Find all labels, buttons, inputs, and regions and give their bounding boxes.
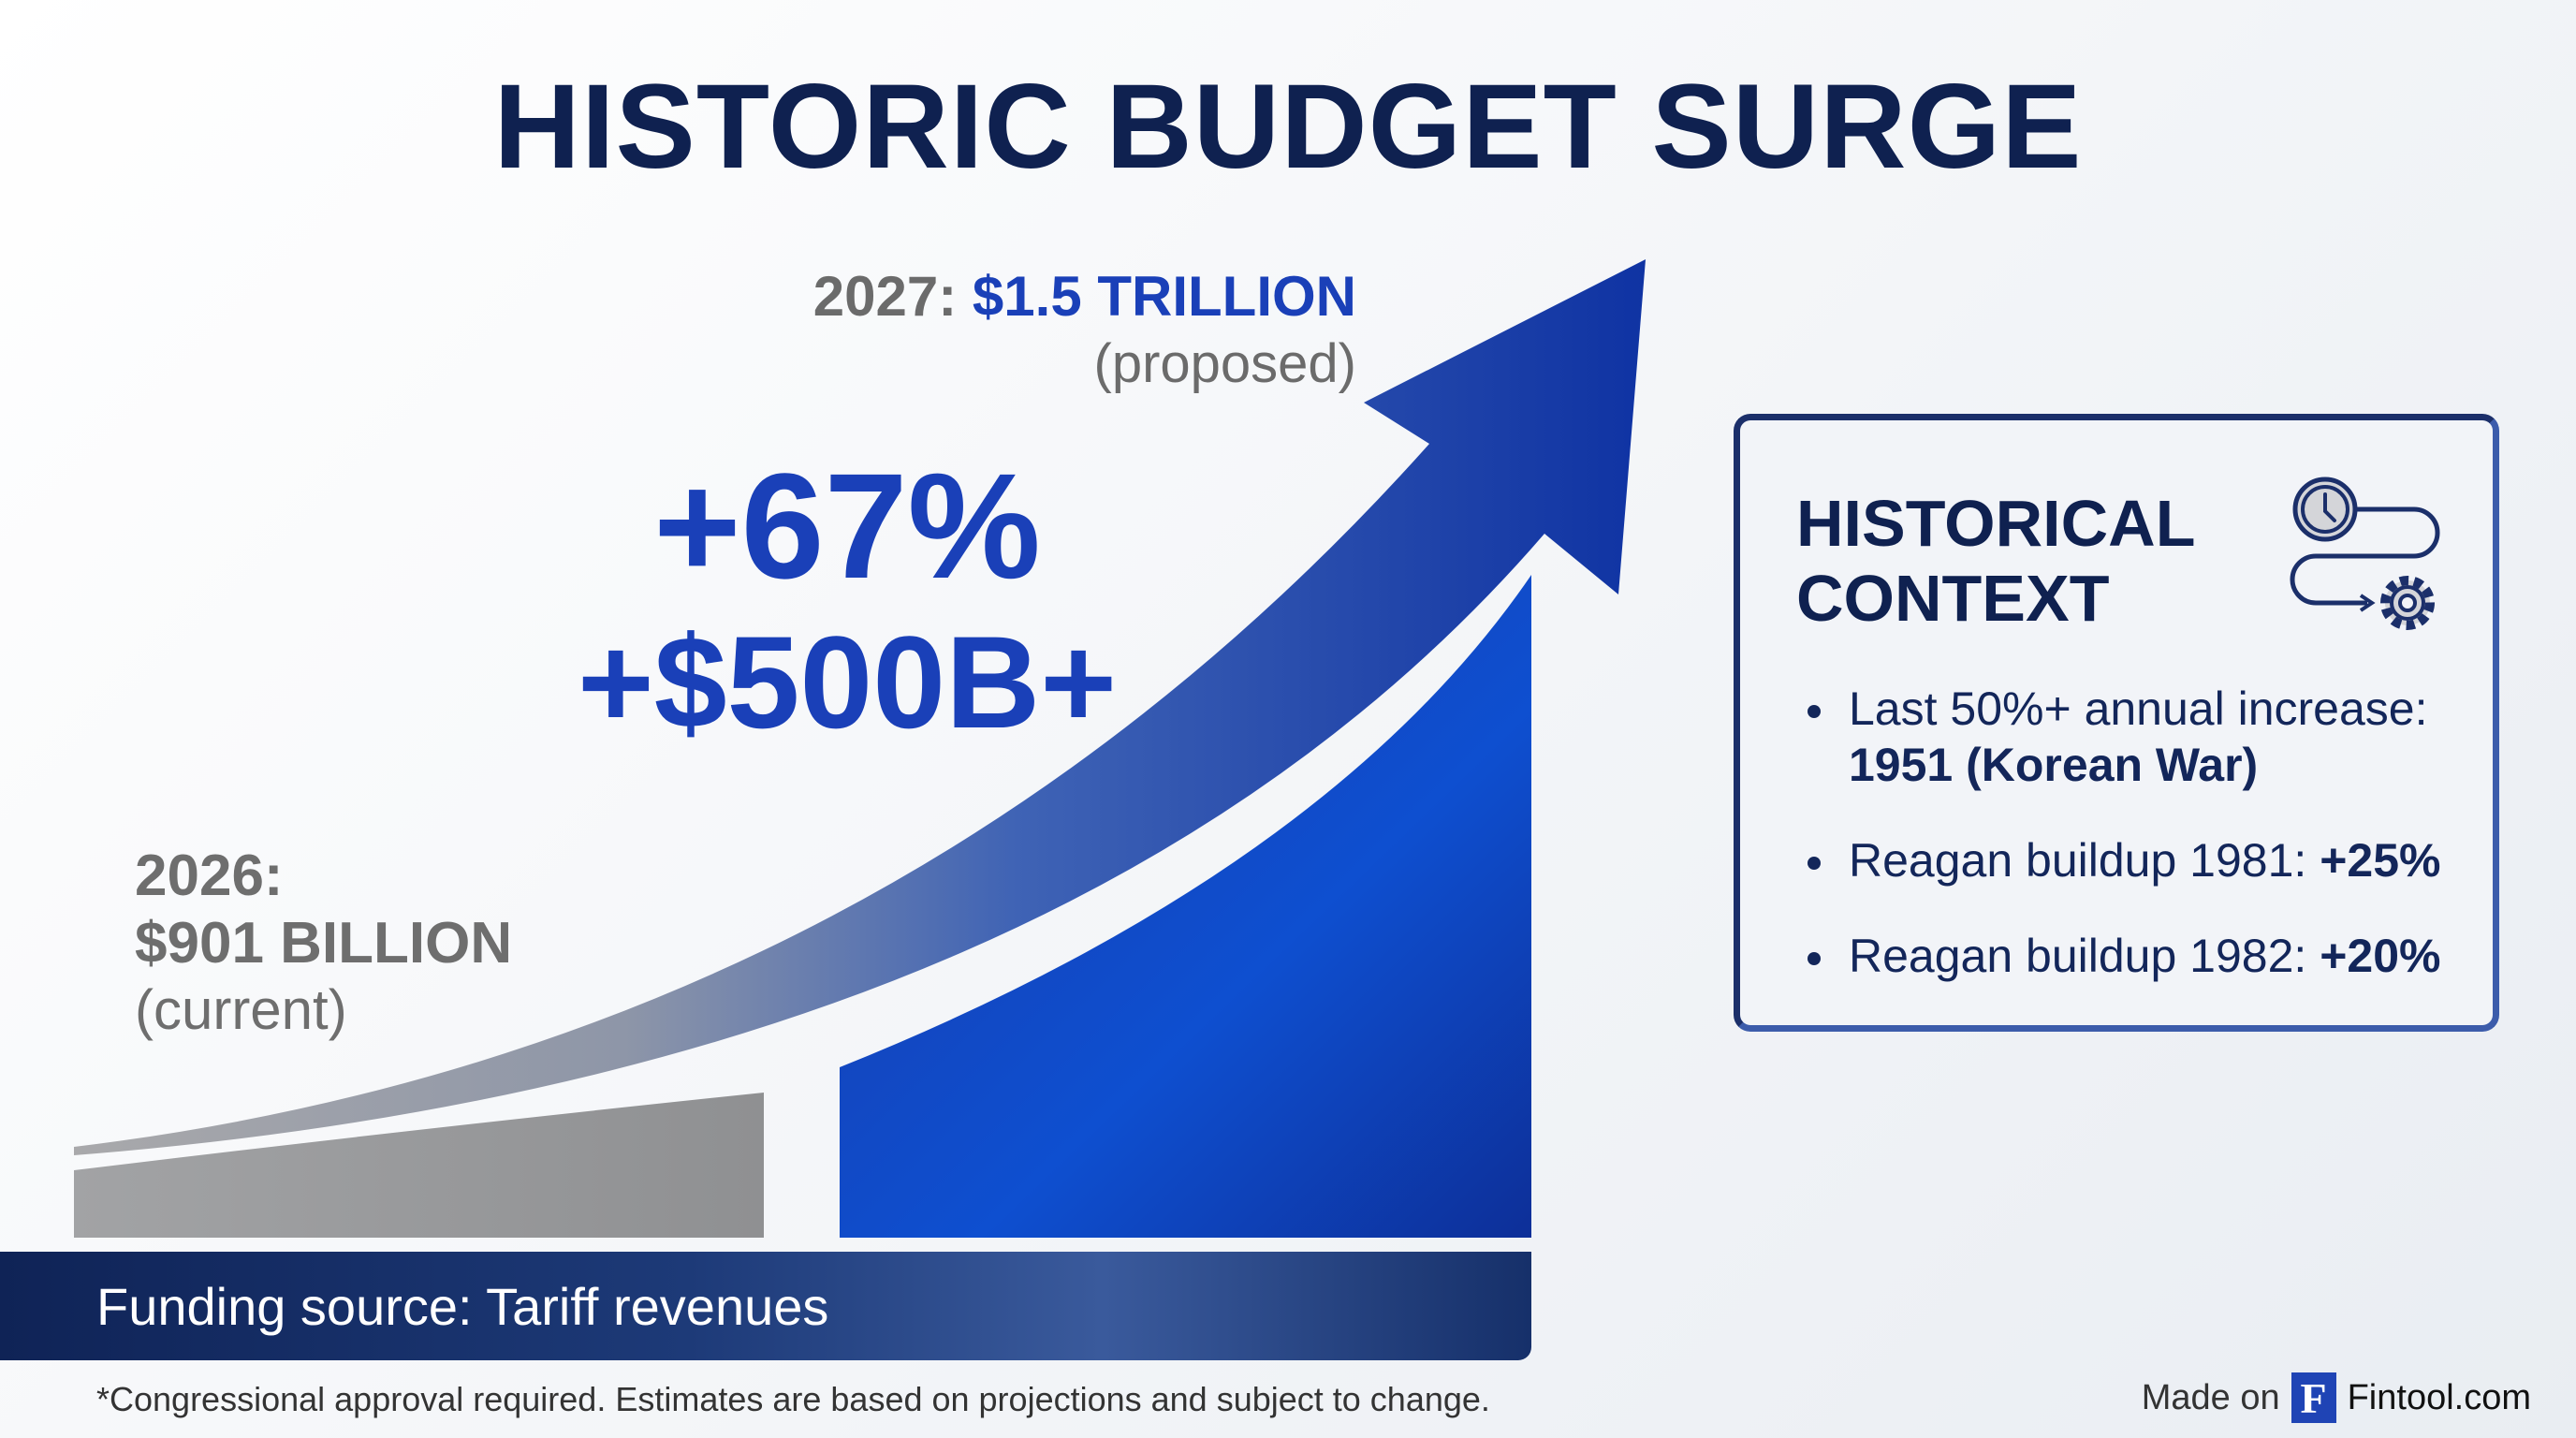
page-title: HISTORIC BUDGET SURGE <box>493 60 2083 194</box>
made-on-fintool[interactable]: Made on F Fintool.com <box>2142 1372 2531 1423</box>
context-title-line2: CONTEXT <box>1796 562 2110 635</box>
proposed-status: (proposed) <box>1093 333 1356 394</box>
funding-banner: Funding source: Tariff revenues <box>0 1252 1531 1360</box>
list-item: Reagan buildup 1982: +20% <box>1802 928 2485 984</box>
context-title: HISTORICAL CONTEXT <box>1796 486 2196 636</box>
proposed-label: 2027: $1.5 TRILLION (proposed) <box>813 264 1356 395</box>
current-status: (current) <box>135 978 347 1041</box>
proposed-year: 2027: <box>812 265 958 328</box>
funding-text: Funding source: Tariff revenues <box>96 1277 829 1336</box>
item-text: Reagan buildup 1982: <box>1849 930 2320 982</box>
increase-percent: +67% <box>653 442 1041 609</box>
item-highlight: +25% <box>2320 834 2441 887</box>
list-item: Last 50%+ annual increase: 1951 (Korean … <box>1802 681 2485 793</box>
current-value: $901 BILLION <box>135 911 513 976</box>
context-list: Last 50%+ annual increase: 1951 (Korean … <box>1802 681 2485 1023</box>
proposed-bar <box>840 575 1531 1238</box>
item-highlight: +20% <box>2320 930 2441 982</box>
fintool-link[interactable]: Fintool.com <box>2347 1377 2531 1417</box>
item-text: Last 50%+ annual increase: <box>1849 682 2428 735</box>
context-title-line1: HISTORICAL <box>1796 487 2196 560</box>
current-bar <box>74 1093 764 1238</box>
current-label: 2026: $901 BILLION (current) <box>135 843 512 1043</box>
historical-context-card: HISTORICAL CONTEXT Last 50%+ annual incr… <box>1734 414 2499 1032</box>
proposed-value: $1.5 TRILLION <box>972 265 1356 328</box>
made-on-text: Made on <box>2141 1377 2280 1417</box>
disclaimer: *Congressional approval required. Estima… <box>96 1380 1490 1418</box>
item-highlight: 1951 (Korean War) <box>1849 739 2259 791</box>
growth-arrow <box>74 259 1646 1155</box>
clock-to-gear-icon <box>2290 477 2440 630</box>
fintool-logo-icon: F <box>2291 1372 2336 1423</box>
current-year: 2026: <box>135 844 284 908</box>
list-item: Reagan buildup 1981: +25% <box>1802 832 2485 888</box>
increase-amount: +$500B+ <box>577 609 1118 756</box>
item-text: Reagan buildup 1981: <box>1849 834 2320 887</box>
